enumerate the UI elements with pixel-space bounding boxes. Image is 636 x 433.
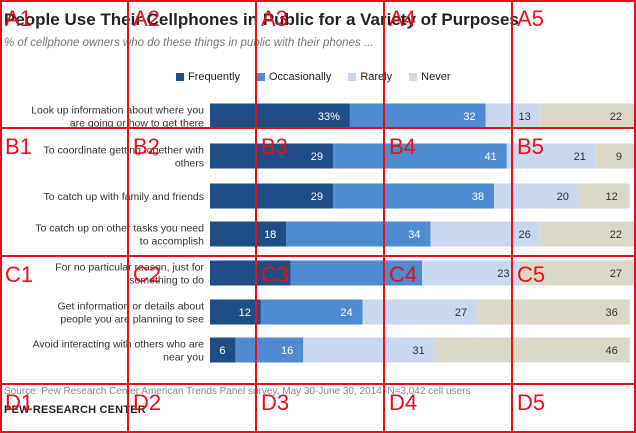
category-label: To catch up with family and friends xyxy=(44,191,205,203)
data-label-frequently: 33% xyxy=(318,111,340,123)
category-label: To coordinate getting together with other… xyxy=(43,145,204,170)
category-label: Get information or details about people y… xyxy=(58,301,205,326)
data-label-occasionally: 41 xyxy=(485,151,497,163)
data-label-rarely: 13 xyxy=(518,111,530,123)
data-label-never: 22 xyxy=(610,111,622,123)
data-label-occasionally: 32 xyxy=(463,111,475,123)
data-label-never: 12 xyxy=(606,191,618,203)
data-label-never: 46 xyxy=(606,345,618,357)
data-label-frequently: 12 xyxy=(239,307,251,319)
bar-occasionally xyxy=(332,143,507,169)
category-label: To catch up on other tasks you need to ac… xyxy=(35,223,204,248)
data-label-frequently: 6 xyxy=(219,345,225,357)
bar-occasionally xyxy=(290,260,422,286)
data-label-frequently: 29 xyxy=(311,191,323,203)
category-label: Look up information about where you are g… xyxy=(31,105,204,130)
data-label-never: 36 xyxy=(606,307,618,319)
data-label-rarely: 20 xyxy=(557,191,569,203)
data-label-frequently: 29 xyxy=(311,151,323,163)
bar-never xyxy=(578,183,630,209)
data-label-never: 9 xyxy=(616,151,622,163)
bar-rarely xyxy=(485,103,541,129)
category-label: For no particular reason, just for someth… xyxy=(55,262,204,287)
category-label: Avoid interacting with others who are nea… xyxy=(33,339,205,364)
bar-never xyxy=(434,337,630,363)
data-label-occasionally: 38 xyxy=(472,191,484,203)
data-label-occasionally: 24 xyxy=(340,307,352,319)
data-label-never: 27 xyxy=(610,268,622,280)
bar-frequently xyxy=(210,260,291,286)
data-label-rarely: 23 xyxy=(497,268,509,280)
brand-name: PEW RESEARCH CENTER xyxy=(4,404,146,416)
data-label-rarely: 27 xyxy=(455,307,467,319)
data-label-never: 22 xyxy=(610,229,622,241)
data-label-frequently: 18 xyxy=(264,229,276,241)
data-label-rarely: 21 xyxy=(574,151,586,163)
bar-occasionally xyxy=(332,183,495,209)
data-label-occasionally: 34 xyxy=(408,229,420,241)
bar-frequently xyxy=(210,299,261,325)
data-label-rarely: 31 xyxy=(412,345,424,357)
data-label-rarely: 26 xyxy=(518,229,530,241)
source-note: Source: Pew Research Center American Tre… xyxy=(4,386,471,397)
data-label-occasionally: 16 xyxy=(281,345,293,357)
